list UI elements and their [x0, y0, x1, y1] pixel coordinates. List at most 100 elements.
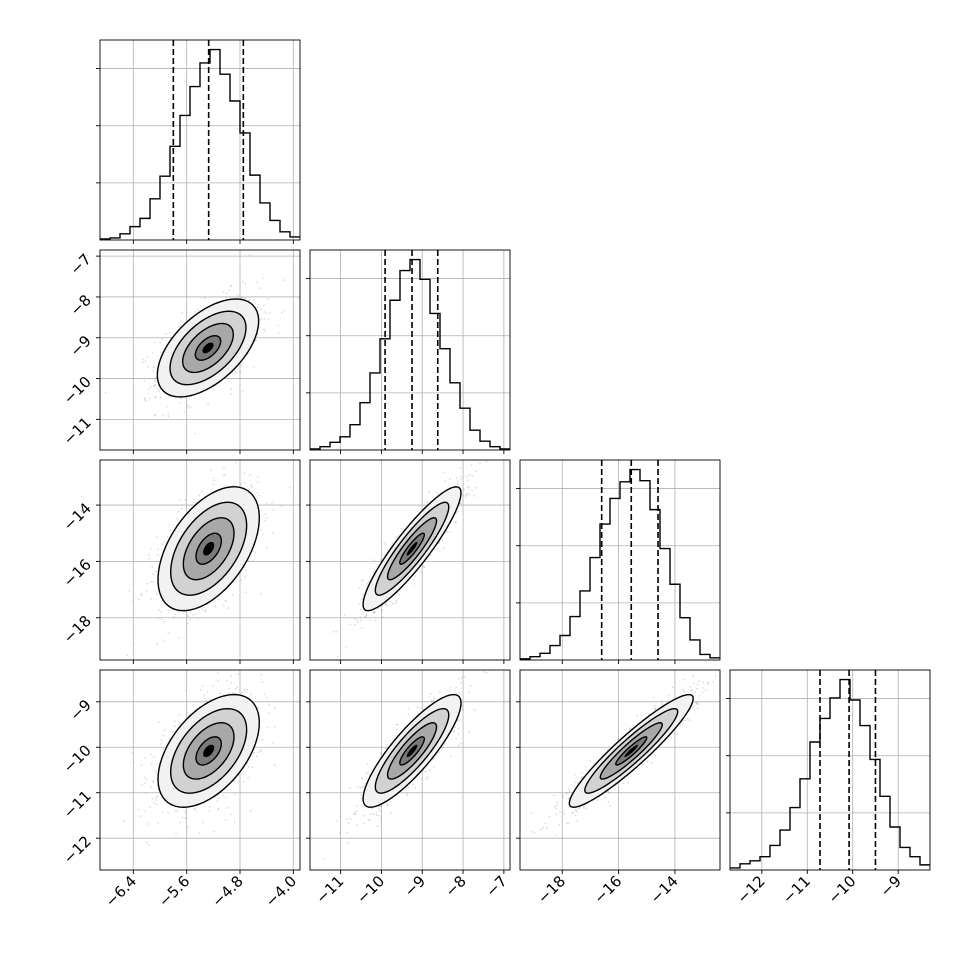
scatter-point — [470, 684, 473, 687]
histogram-panel-1 — [306, 249, 511, 454]
scatter-point — [147, 393, 150, 395]
scatter-point — [252, 751, 255, 754]
scatter-point — [132, 761, 135, 764]
scatter-point — [161, 811, 164, 814]
scatter-point — [234, 370, 236, 372]
scatter-point — [368, 619, 371, 622]
scatter-point — [241, 390, 244, 392]
histogram-step — [100, 48, 300, 240]
scatter-point — [237, 780, 240, 783]
scatter-point — [143, 380, 146, 382]
scatter-point — [167, 812, 169, 814]
scatter-point — [695, 702, 698, 705]
scatter-point — [361, 804, 363, 807]
scatter-point — [359, 616, 362, 619]
scatter-point — [425, 778, 428, 781]
scatter-point — [661, 700, 663, 702]
scatter-point — [364, 615, 366, 618]
scatter-point — [180, 319, 183, 322]
scatter-point — [395, 592, 398, 595]
scatter-point — [466, 479, 469, 482]
scatter-point — [140, 764, 143, 767]
scatter-point — [217, 598, 220, 601]
scatter-point — [131, 751, 134, 754]
scatter-point — [146, 582, 149, 585]
scatter-point — [157, 548, 159, 551]
scatter-point — [231, 691, 233, 694]
scatter-point — [450, 755, 453, 758]
scatter-point — [144, 359, 147, 362]
scatter-point — [470, 464, 473, 467]
scatter-point — [155, 570, 158, 573]
scatter-point — [273, 764, 276, 766]
scatter-point — [438, 691, 441, 694]
scatter-point — [468, 493, 470, 496]
scatter-point — [374, 610, 376, 613]
scatter-point — [438, 751, 441, 754]
scatter-point — [188, 404, 190, 407]
scatter-point — [567, 797, 570, 800]
scatter-point — [257, 476, 260, 478]
scatter-point — [356, 621, 359, 624]
scatter-point — [225, 600, 228, 603]
scatter-point — [407, 786, 409, 789]
scatter-point — [187, 615, 190, 618]
scatter-point — [386, 803, 389, 806]
scatter-point — [252, 365, 255, 368]
scatter-point — [185, 689, 188, 692]
scatter-point — [175, 833, 178, 835]
y-tick-label: −11 — [60, 787, 95, 822]
scatter-point — [194, 311, 196, 314]
scatter-point — [460, 475, 463, 478]
scatter-point — [457, 727, 460, 730]
scatter-point — [360, 619, 363, 622]
contour-line — [182, 722, 235, 780]
scatter-point — [395, 599, 398, 602]
scatter-point — [448, 531, 451, 534]
scatter-point — [449, 687, 452, 689]
scatter-point — [354, 813, 356, 816]
scatter-point — [186, 711, 188, 714]
scatter-point — [154, 772, 157, 775]
joint-content — [123, 672, 276, 846]
x-tick-label: −9 — [401, 872, 429, 900]
scatter-point — [241, 296, 243, 299]
scatter-point — [354, 812, 357, 815]
scatter-point — [260, 308, 262, 310]
scatter-point — [413, 584, 416, 587]
scatter-point — [225, 679, 228, 682]
scatter-point — [442, 746, 445, 749]
scatter-point — [246, 458, 248, 460]
scatter-point — [441, 745, 444, 748]
scatter-point — [465, 475, 468, 478]
scatter-point — [236, 294, 239, 297]
y-tick-label: −9 — [66, 332, 94, 360]
scatter-point — [446, 530, 448, 533]
scatter-point — [150, 785, 152, 788]
scatter-point — [468, 474, 471, 476]
scatter-point — [455, 521, 457, 524]
contour-line — [399, 736, 425, 766]
scatter-point — [157, 822, 160, 824]
scatter-point — [454, 726, 456, 729]
scatter-point — [148, 554, 150, 556]
density-peak — [203, 541, 215, 556]
scatter-point — [206, 691, 209, 694]
scatter-point — [367, 819, 370, 822]
scatter-point — [473, 494, 476, 497]
y-tick-label: −10 — [60, 373, 95, 408]
scatter-point — [167, 609, 169, 612]
scatter-point — [474, 486, 477, 489]
scatter-point — [229, 813, 232, 816]
scatter-point — [379, 804, 382, 807]
scatter-point — [280, 311, 283, 314]
scatter-point — [167, 413, 169, 416]
x-tick-label: −10 — [353, 872, 388, 907]
scatter-point — [369, 819, 372, 821]
scatter-point — [178, 636, 181, 639]
scatter-point — [234, 688, 237, 690]
scatter-point — [346, 818, 348, 820]
scatter-point — [146, 778, 148, 781]
scatter-point — [461, 705, 464, 707]
scatter-point — [240, 691, 243, 694]
